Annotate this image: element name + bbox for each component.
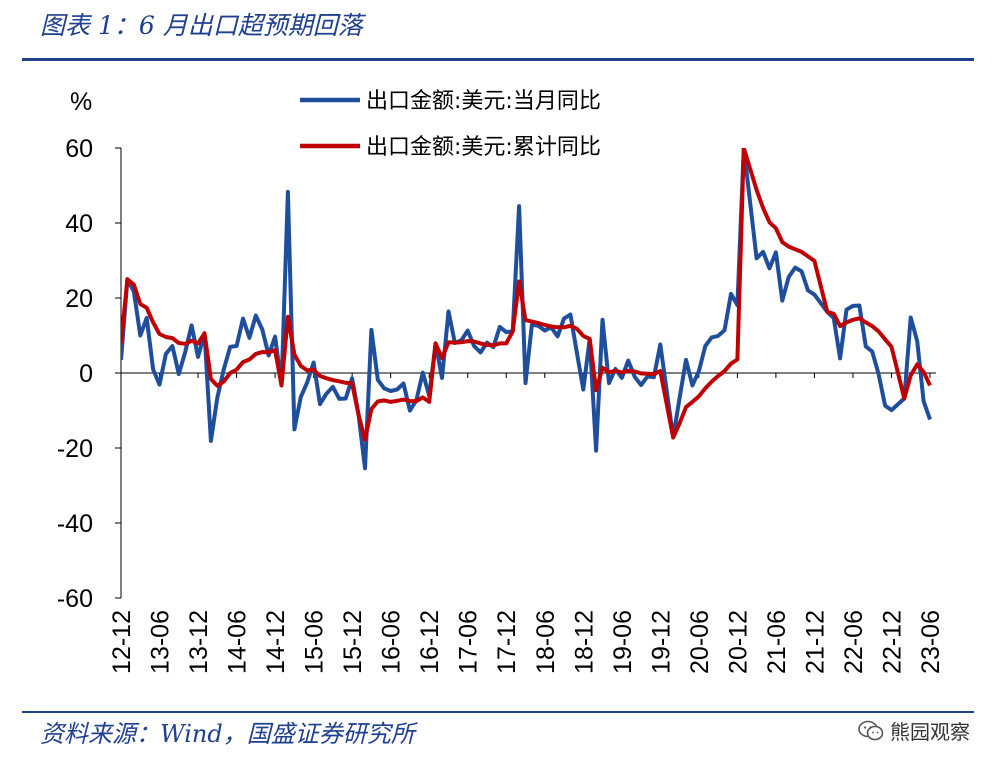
- x-tick-label: 13-12: [185, 610, 213, 674]
- x-tick-label: 16-12: [416, 610, 444, 674]
- x-tick-label: 19-12: [647, 610, 675, 674]
- source-note: 资料来源：Wind，国盛证券研究所: [40, 720, 415, 748]
- legend-label-monthly: 出口金额:美元:当月同比: [366, 89, 601, 114]
- title-rule: [22, 58, 974, 61]
- x-tick-label: 12-12: [108, 610, 136, 674]
- x-tick-label: 18-06: [532, 610, 560, 674]
- x-tick-label: 15-06: [301, 610, 329, 674]
- x-tick-label: 18-12: [570, 610, 598, 674]
- y-tick-label: -60: [57, 585, 93, 613]
- axis-layer: % 60 40 20 0 -20 -40 -60 12-12 13-06 13-12 14-06 14-…: [57, 88, 945, 674]
- x-tick-label: 22-06: [840, 610, 868, 674]
- y-axis-unit-label: %: [70, 88, 92, 116]
- figure-title: 图表 1：6 月出口超预期回落: [40, 11, 363, 40]
- y-tick-label: 0: [79, 360, 93, 388]
- x-tick-label: 13-06: [147, 610, 175, 674]
- x-tick-label: 14-12: [262, 610, 290, 674]
- x-tick-label: 17-06: [455, 610, 483, 674]
- x-tick-label: 16-06: [378, 610, 406, 674]
- x-tick-label: 23-06: [917, 610, 945, 674]
- y-tick-label: 20: [65, 285, 93, 313]
- y-tick-label: 40: [65, 210, 93, 238]
- x-tick-label: 19-06: [609, 610, 637, 674]
- x-tick-label: 20-12: [724, 610, 752, 674]
- watermark: 熊园观察: [858, 716, 970, 747]
- source-rule: [22, 711, 974, 713]
- x-tick-label: 22-12: [878, 610, 906, 674]
- legend: 出口金额:美元:当月同比 出口金额:美元:累计同比: [300, 89, 601, 160]
- y-tick-label: -40: [57, 510, 93, 538]
- x-tick-label: 21-12: [801, 610, 829, 674]
- x-tick-label: 21-06: [763, 610, 791, 674]
- x-tick-label: 15-12: [339, 610, 367, 674]
- legend-label-cumulative: 出口金额:美元:累计同比: [366, 135, 601, 160]
- y-tick-label: 60: [65, 135, 93, 163]
- x-tick-label: 14-06: [224, 610, 252, 674]
- y-tick-label: -20: [57, 435, 93, 463]
- x-tick-label: 17-12: [493, 610, 521, 674]
- wechat-icon: [858, 720, 884, 747]
- series-layer: [121, 148, 932, 471]
- cumulative-series-line: [121, 148, 932, 442]
- x-tick-label: 20-06: [686, 610, 714, 674]
- watermark-text: 熊园观察: [890, 720, 970, 744]
